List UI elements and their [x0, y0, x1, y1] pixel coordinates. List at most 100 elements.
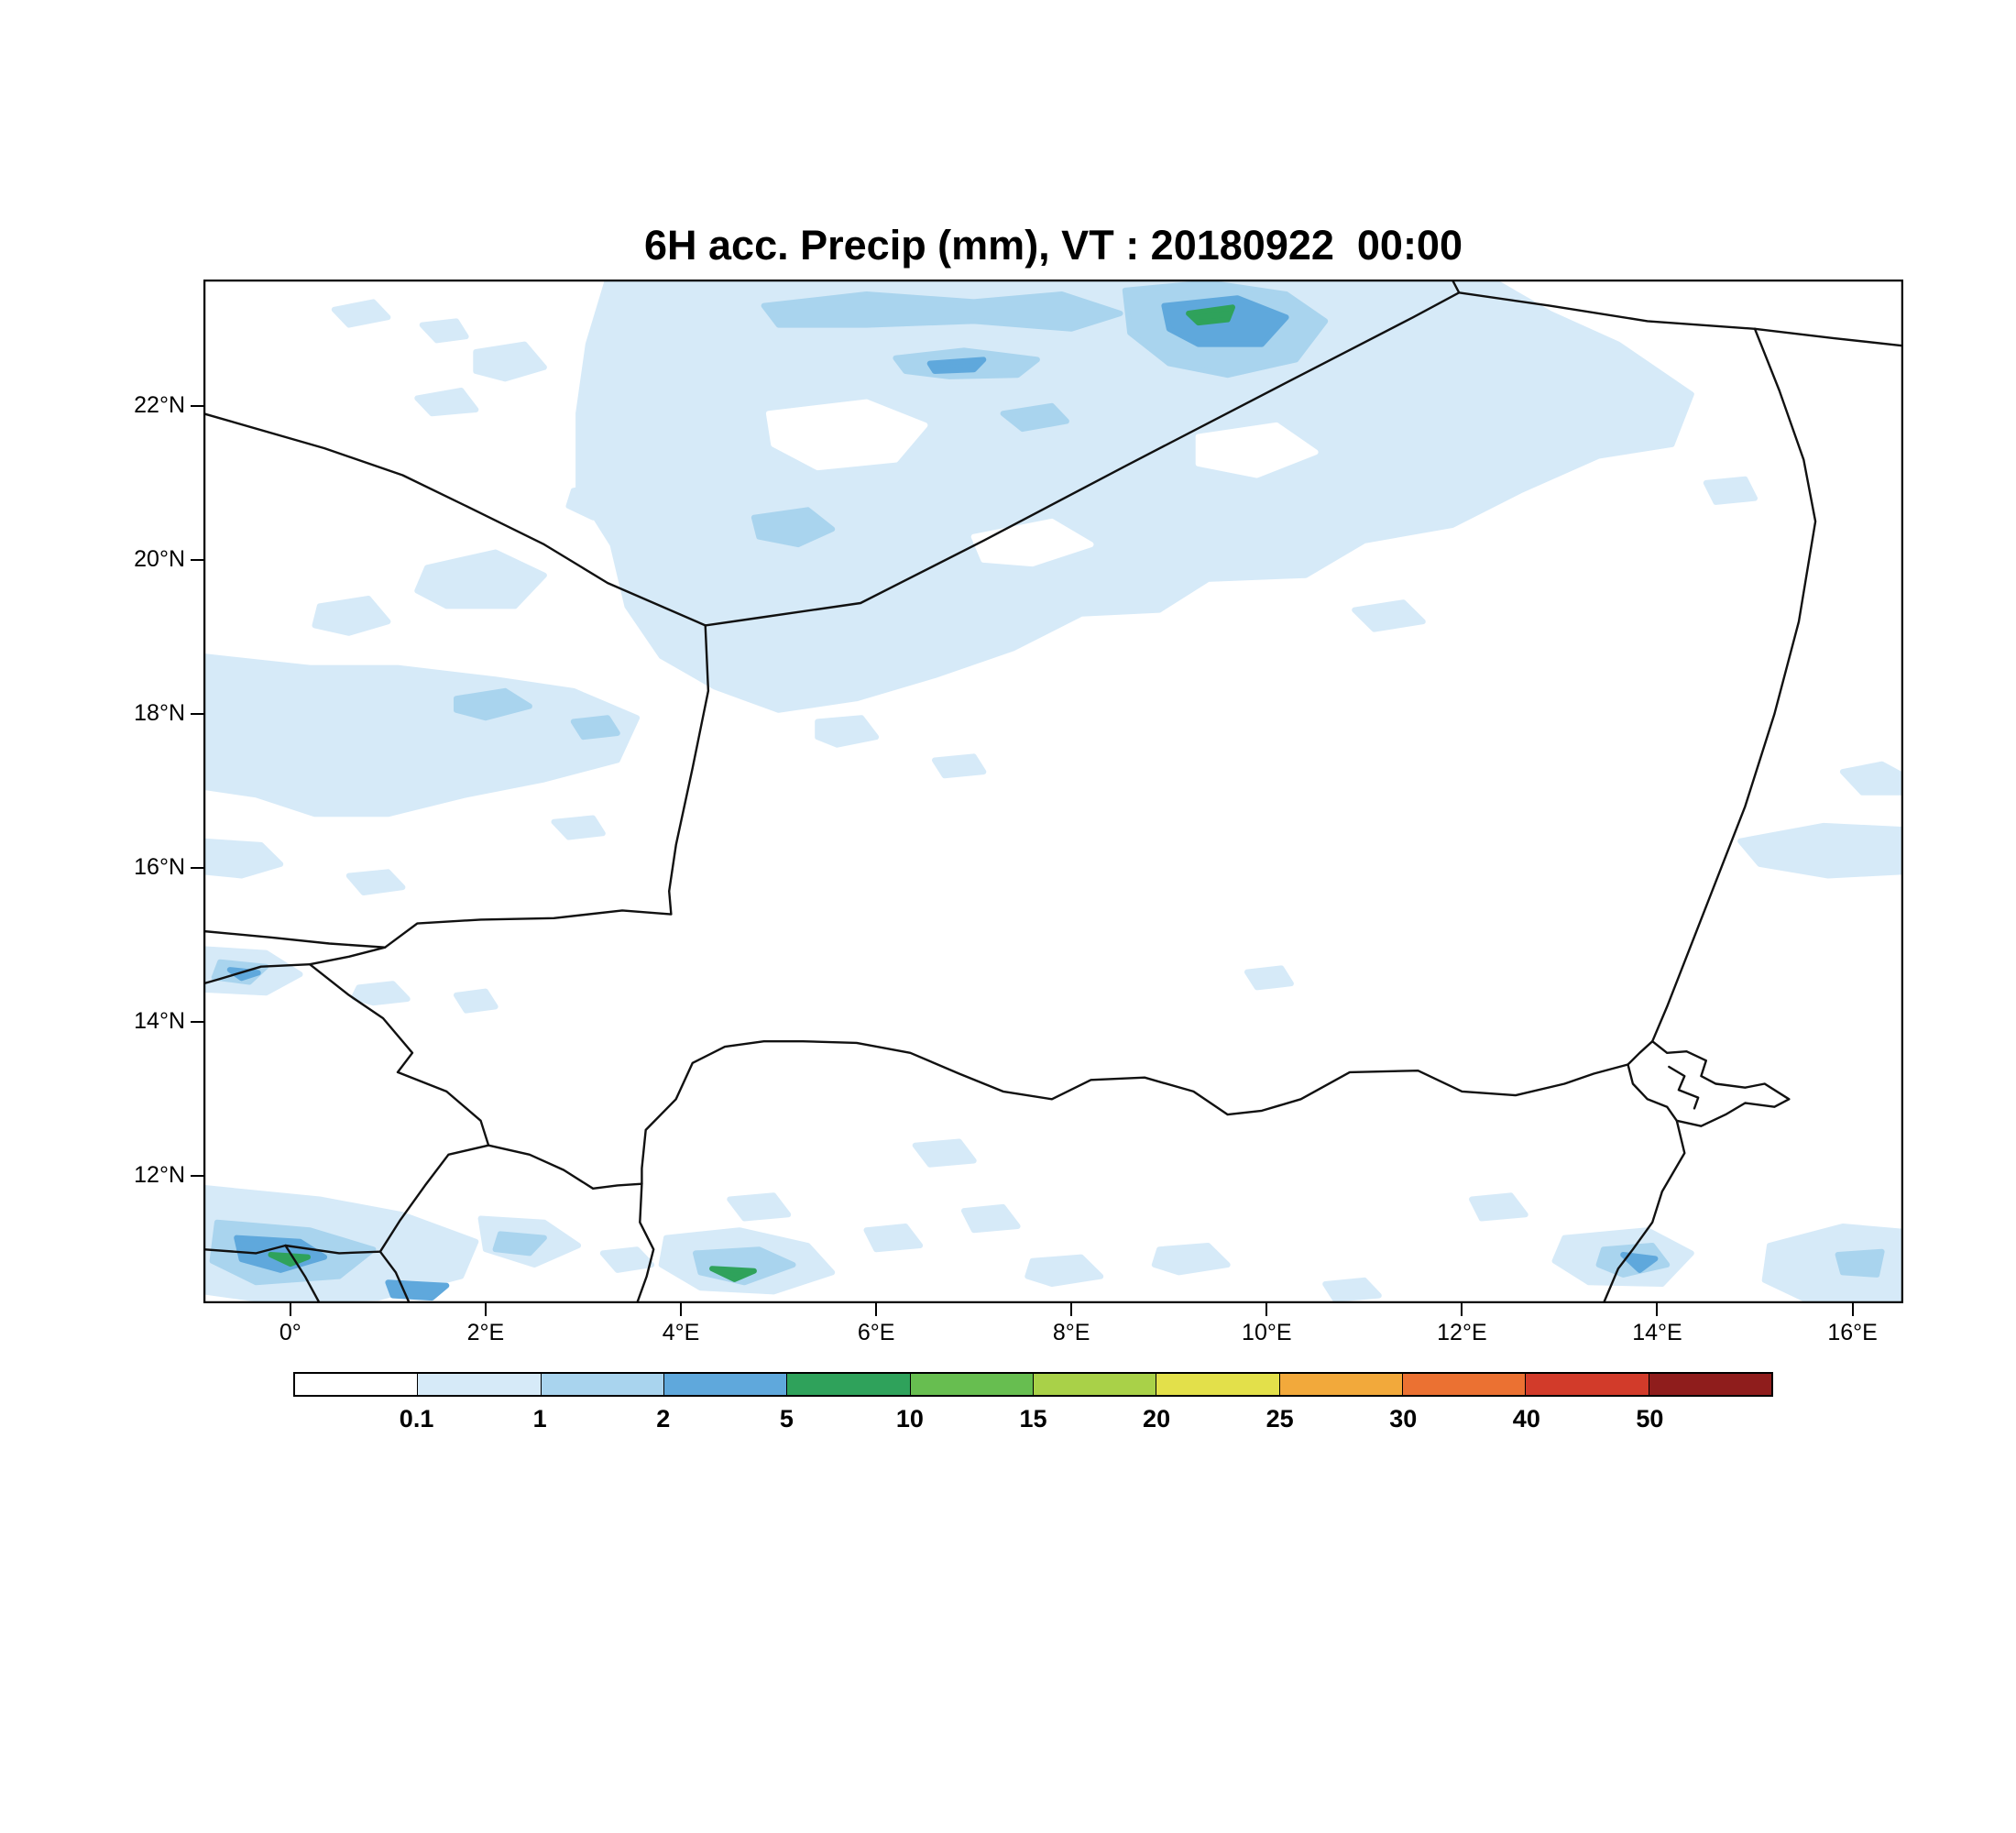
country-border	[635, 1182, 655, 1303]
y-tick-mark	[191, 1021, 203, 1024]
y-tick-mark	[191, 404, 203, 407]
precip-area	[1835, 1248, 1885, 1278]
precip-area	[727, 1192, 792, 1222]
precip-area	[414, 549, 547, 609]
legend-color-box	[1402, 1374, 1527, 1395]
x-axis-label: 10°E	[1242, 1320, 1292, 1345]
y-axis-label: 14°N	[134, 1008, 185, 1035]
precip-area	[1620, 1252, 1659, 1273]
legend-color-box	[418, 1374, 542, 1395]
legend-tick-label: 15	[1019, 1405, 1047, 1432]
precip-area	[351, 981, 411, 1006]
country-border	[487, 1144, 643, 1190]
x-axis-label: 14°E	[1632, 1320, 1682, 1345]
country-border	[1753, 327, 1903, 347]
x-axis-label: 16°E	[1827, 1320, 1878, 1345]
y-axis-label: 12°N	[134, 1162, 185, 1189]
precip-area	[1469, 1192, 1528, 1222]
legend-color-box	[541, 1374, 664, 1395]
country-border	[1451, 280, 1461, 294]
precip-area	[926, 357, 987, 374]
precip-area	[1195, 422, 1319, 478]
x-tick-mark	[1461, 1303, 1463, 1316]
x-tick-mark	[289, 1303, 291, 1316]
precip-area	[1839, 761, 1903, 796]
precip-area	[1737, 822, 1903, 879]
precip-area	[492, 1231, 547, 1257]
precip-area	[473, 341, 547, 382]
precip-area	[1761, 1224, 1903, 1303]
legend-bar	[293, 1372, 1773, 1397]
precip-area	[419, 318, 469, 344]
legend-color-box	[295, 1374, 419, 1395]
map-canvas	[203, 280, 1903, 1303]
precip-area	[312, 596, 391, 636]
precip-area	[414, 388, 479, 417]
country-border	[641, 1040, 1629, 1185]
x-axis-label: 0°	[279, 1320, 301, 1345]
x-axis-label: 8°E	[1052, 1320, 1090, 1345]
precip-area	[1024, 1254, 1104, 1287]
y-tick-mark	[191, 1175, 203, 1178]
country-border	[308, 963, 490, 1147]
precip-area	[454, 988, 499, 1014]
precip-area	[1352, 599, 1426, 632]
precip-area	[912, 1138, 977, 1168]
x-tick-mark	[484, 1303, 487, 1316]
precip-area	[709, 1266, 757, 1282]
x-tick-mark	[1265, 1303, 1268, 1316]
country-border	[203, 624, 710, 949]
legend-color-box	[1526, 1374, 1649, 1395]
x-tick-mark	[1656, 1303, 1659, 1316]
country-border	[203, 963, 312, 985]
precip-area	[761, 291, 1123, 332]
plot-title: 6H acc. Precip (mm), VT : 20180922 00:00	[644, 222, 1463, 269]
map-panel	[203, 280, 1903, 1303]
precip-area	[1151, 1243, 1231, 1276]
precip-area	[1703, 476, 1758, 505]
precip-area	[268, 1252, 311, 1268]
precip-area	[551, 815, 606, 840]
country-border	[203, 412, 707, 627]
country-border	[284, 1244, 321, 1303]
precip-area	[1000, 402, 1069, 433]
legend-tick-label: 20	[1143, 1405, 1171, 1432]
y-tick-mark	[191, 867, 203, 870]
country-border	[1668, 1065, 1700, 1110]
legend-tick-label: 40	[1512, 1405, 1540, 1432]
precip-area	[765, 399, 928, 471]
legend-color-box	[910, 1374, 1034, 1395]
x-tick-mark	[875, 1303, 878, 1316]
x-axis-label: 12°E	[1437, 1320, 1487, 1345]
y-tick-mark	[191, 713, 203, 716]
precip-area	[815, 715, 880, 748]
country-border	[378, 1250, 411, 1303]
legend-color-box	[1279, 1374, 1403, 1395]
y-axis-label: 16°N	[134, 854, 185, 881]
country-border	[704, 291, 1461, 627]
legend-tick-label: 25	[1265, 1405, 1294, 1432]
y-axis-label: 18°N	[134, 700, 185, 727]
precip-area	[345, 869, 406, 895]
precip-area	[1244, 965, 1294, 991]
legend-tick-label: 50	[1636, 1405, 1664, 1432]
legend-tick-label: 10	[895, 1405, 924, 1432]
precip-area	[385, 1279, 450, 1301]
precip-area	[331, 299, 391, 328]
y-axis-label: 20°N	[134, 545, 185, 572]
precip-area	[570, 715, 620, 741]
precip-area	[203, 838, 284, 879]
legend-color-box	[787, 1374, 911, 1395]
y-axis-label: 22°N	[134, 391, 185, 418]
legend-colorbar: 0.1 1 2 5 10 15 20 25 30 40 50	[293, 1372, 1773, 1432]
y-tick-mark	[191, 558, 203, 561]
precip-area	[863, 1224, 924, 1253]
legend-tick-label: 0.1	[399, 1405, 434, 1432]
legend-color-box	[1156, 1374, 1280, 1395]
x-axis-label: 4°E	[662, 1320, 700, 1345]
x-tick-mark	[680, 1303, 683, 1316]
country-border	[1458, 291, 1757, 330]
precip-area	[1186, 304, 1235, 326]
precip-area	[751, 507, 836, 548]
